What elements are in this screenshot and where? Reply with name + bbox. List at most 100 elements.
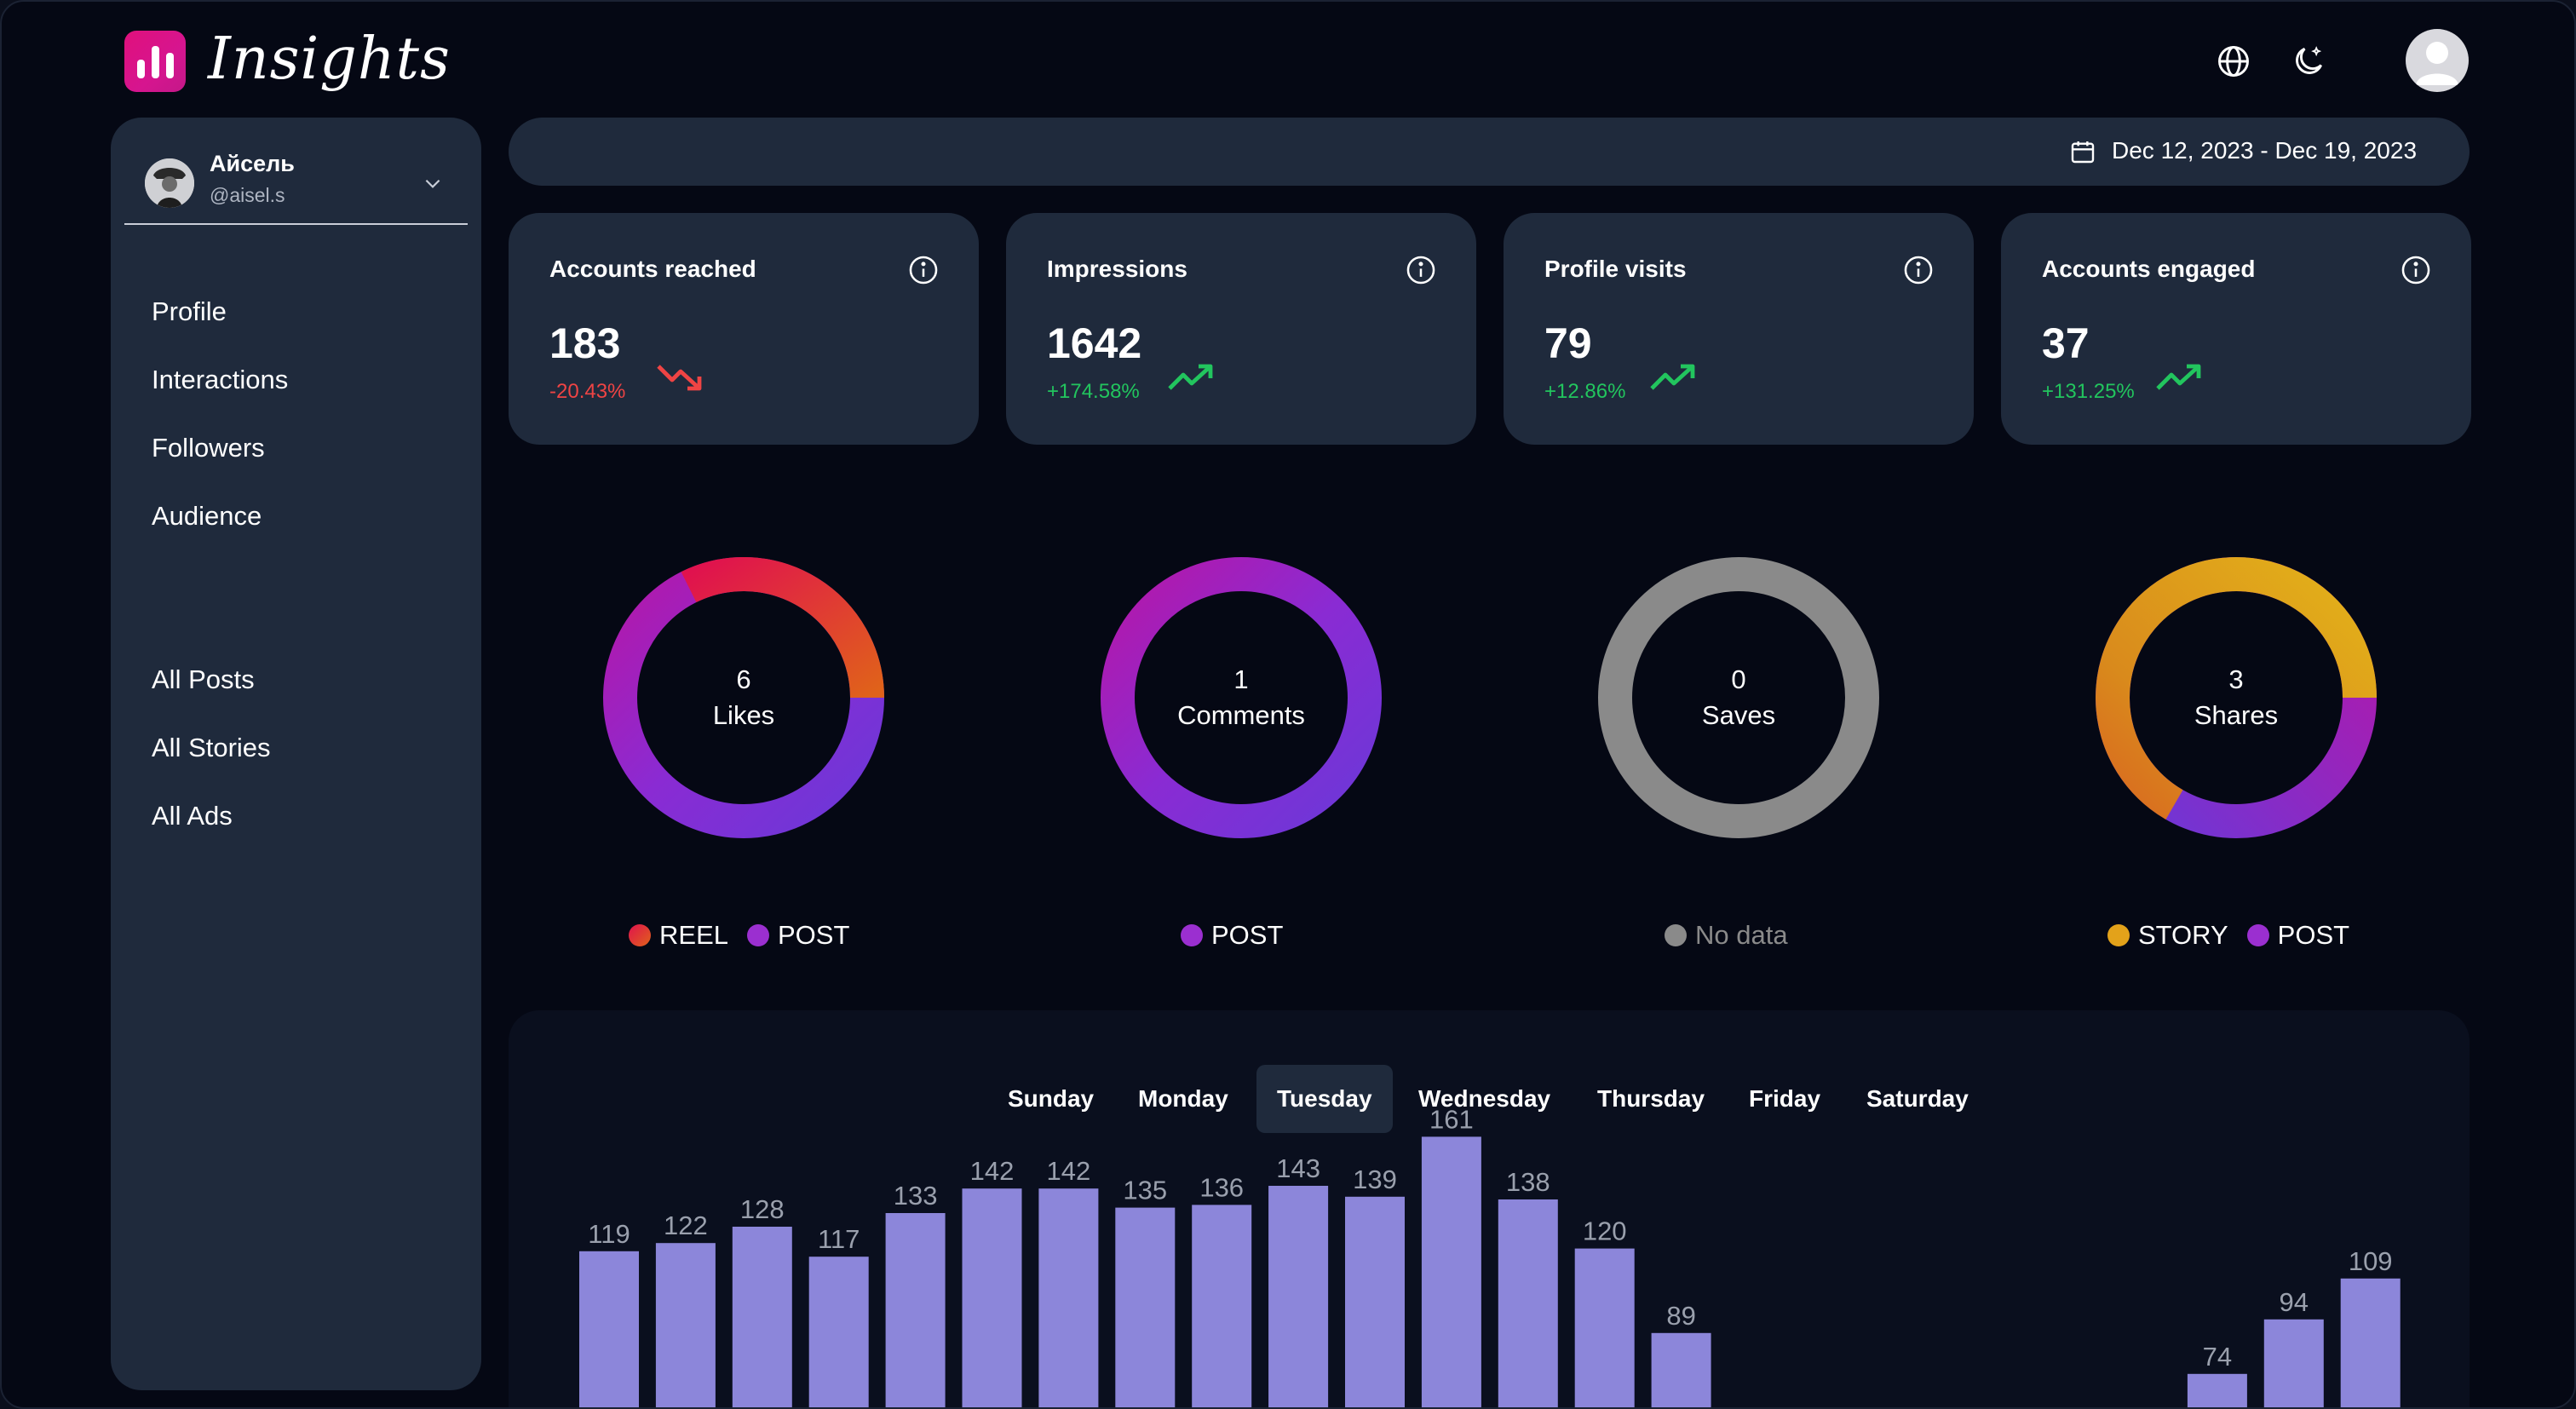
- tab-monday[interactable]: Monday: [1138, 1085, 1228, 1112]
- stat-card-accounts-engaged: Accounts engaged 37 +131.25%: [2001, 213, 2471, 445]
- donut-count: 6: [736, 664, 751, 694]
- legend-item-post[interactable]: POST: [1181, 920, 1283, 951]
- user-avatar-icon[interactable]: [2406, 29, 2469, 92]
- app-title: Insights: [208, 26, 451, 93]
- bar-hour-9[interactable]: [1268, 1186, 1329, 1409]
- tab-wednesday[interactable]: Wednesday: [1418, 1085, 1551, 1112]
- bar-label-hour-7: 135: [1123, 1176, 1167, 1205]
- info-icon[interactable]: [907, 254, 940, 286]
- stat-title: Profile visits: [1544, 256, 1687, 282]
- donut-segment-reel[interactable]: [681, 556, 884, 699]
- date-range-bar: Dec 12, 2023 - Dec 19, 2023: [509, 118, 2470, 186]
- date-range-picker[interactable]: Dec 12, 2023 - Dec 19, 2023: [2112, 137, 2418, 164]
- bar-label-hour-5: 142: [970, 1156, 1015, 1186]
- stat-value: 79: [1544, 319, 1592, 367]
- stat-change: +12.86%: [1544, 380, 1626, 403]
- stat-change: -20.43%: [549, 380, 626, 403]
- donut-segment-story[interactable]: [2096, 557, 2377, 820]
- hourly-activity-panel: Sunday Monday Tuesday Wednesday Thursday…: [509, 1010, 2470, 1409]
- saves-donut-chart: 0 Saves: [1598, 557, 1879, 838]
- bar-hour-5[interactable]: [962, 1188, 1022, 1409]
- sidebar-item-audience[interactable]: Audience: [152, 501, 262, 531]
- sidebar-item-followers[interactable]: Followers: [152, 433, 265, 463]
- sidebar-item-profile[interactable]: Profile: [152, 296, 227, 326]
- bar-label-hour-12: 138: [1506, 1167, 1550, 1197]
- tab-tuesday[interactable]: Tuesday: [1256, 1065, 1393, 1133]
- sidebar-item-all-ads[interactable]: All Ads: [152, 801, 233, 831]
- bar-hour-12[interactable]: [1498, 1199, 1558, 1409]
- trend-up-icon: [2156, 364, 2201, 390]
- stat-value: 183: [549, 319, 621, 367]
- info-icon[interactable]: [1405, 254, 1437, 286]
- globe-icon[interactable]: [2215, 43, 2252, 80]
- account-switcher[interactable]: Айсель @aisel.s: [124, 143, 468, 225]
- trend-up-icon: [1168, 364, 1213, 390]
- tab-thursday[interactable]: Thursday: [1597, 1085, 1705, 1112]
- chevron-down-icon[interactable]: [422, 172, 444, 194]
- stat-card-profile-visits: Profile visits 79 +12.86%: [1504, 213, 1974, 445]
- bar-hour-23[interactable]: [2340, 1278, 2401, 1409]
- bar-label-hour-1: 122: [664, 1211, 708, 1240]
- hourly-bar-chart: 119 122 128 117 133 142 142 135 136 143 139 161 138 1…: [579, 1104, 2401, 1409]
- legend-item-no-data: No data: [1665, 920, 1788, 951]
- shares-legend: STORY POST: [2107, 918, 2368, 952]
- tab-saturday[interactable]: Saturday: [1866, 1085, 1969, 1112]
- stat-title: Impressions: [1047, 256, 1187, 282]
- tab-sunday[interactable]: Sunday: [1008, 1085, 1095, 1112]
- stat-value: 1642: [1047, 319, 1142, 367]
- bar-label-hour-3: 117: [818, 1224, 860, 1254]
- calendar-icon[interactable]: [2069, 138, 2096, 165]
- bar-hour-4[interactable]: [885, 1213, 946, 1409]
- bar-label-hour-2: 128: [740, 1194, 785, 1224]
- day-tabs: Sunday Monday Tuesday Wednesday Thursday…: [509, 1065, 2470, 1133]
- legend-item-story[interactable]: STORY: [2107, 920, 2228, 951]
- info-icon[interactable]: [2400, 254, 2432, 286]
- stat-title: Accounts engaged: [2042, 256, 2256, 282]
- account-handle: @aisel.s: [210, 184, 285, 206]
- bar-hour-2[interactable]: [732, 1227, 792, 1409]
- donut-count: 3: [2228, 664, 2244, 694]
- bar-hour-14[interactable]: [1651, 1332, 1711, 1409]
- bar-hour-10[interactable]: [1345, 1196, 1405, 1409]
- sidebar-item-all-posts[interactable]: All Posts: [152, 664, 255, 694]
- info-icon[interactable]: [1902, 254, 1935, 286]
- app-logo[interactable]: Insights: [124, 26, 451, 93]
- likes-donut-chart: 6 Likes: [603, 556, 884, 838]
- sidebar-item-all-stories[interactable]: All Stories: [152, 733, 271, 762]
- bar-label-hour-11: 161: [1429, 1104, 1474, 1134]
- bar-hour-6[interactable]: [1038, 1188, 1099, 1409]
- tab-friday[interactable]: Friday: [1749, 1085, 1821, 1112]
- bar-hour-8[interactable]: [1192, 1205, 1252, 1409]
- bar-hour-22[interactable]: [2263, 1319, 2324, 1409]
- bar-hour-11[interactable]: [1421, 1136, 1481, 1409]
- bar-hour-0[interactable]: [579, 1251, 639, 1409]
- bar-label-hour-9: 143: [1276, 1153, 1320, 1183]
- bar-hour-1[interactable]: [655, 1243, 716, 1409]
- stat-title: Accounts reached: [549, 256, 756, 282]
- stat-card-accounts-reached: Accounts reached 183 -20.43%: [509, 213, 979, 445]
- bar-label-hour-23: 109: [2349, 1246, 2393, 1276]
- bar-label-hour-10: 139: [1353, 1165, 1397, 1194]
- bar-chart-logo-icon: [124, 30, 186, 92]
- donut-segment-nodata: [1598, 557, 1879, 838]
- bar-hour-7[interactable]: [1115, 1207, 1176, 1409]
- donut-segment-post[interactable]: [1101, 557, 1382, 838]
- donut-label: Saves: [1701, 700, 1776, 730]
- bar-hour-13[interactable]: [1574, 1248, 1635, 1409]
- sidebar-item-interactions[interactable]: Interactions: [152, 365, 289, 394]
- bar-label-hour-6: 142: [1047, 1156, 1091, 1186]
- shares-donut-chart: 3 Shares: [2096, 557, 2377, 838]
- bar-hour-21[interactable]: [2187, 1373, 2247, 1409]
- likes-legend: REEL POST: [629, 918, 868, 952]
- moon-icon[interactable]: [2290, 43, 2327, 80]
- bar-label-hour-13: 120: [1583, 1216, 1627, 1246]
- legend-item-post[interactable]: POST: [2246, 920, 2349, 951]
- account-name: Айсель: [210, 151, 295, 176]
- legend-item-post[interactable]: POST: [746, 920, 849, 951]
- stat-change: +174.58%: [1047, 380, 1140, 403]
- comments-legend: POST: [1181, 918, 1302, 952]
- legend-item-reel[interactable]: REEL: [629, 920, 728, 951]
- bar-hour-3[interactable]: [808, 1257, 869, 1409]
- bar-label-hour-14: 89: [1666, 1301, 1695, 1331]
